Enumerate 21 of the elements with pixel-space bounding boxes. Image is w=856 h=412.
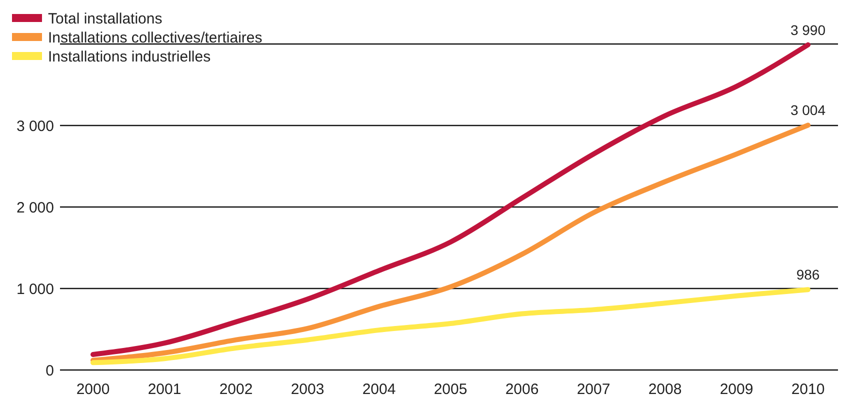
data-label: 3 990 [790, 22, 826, 38]
y-tick-label: 2 000 [16, 199, 54, 216]
legend-label: Installations industrielles [48, 48, 211, 66]
data-label: 986 [796, 266, 820, 283]
x-tick-label: 2004 [362, 381, 396, 398]
y-tick-label: 1 000 [16, 280, 54, 298]
x-tick-label: 2002 [219, 381, 253, 398]
x-tick-label: 2007 [576, 381, 610, 398]
legend-label: Total installations [48, 10, 162, 28]
x-tick-label: 2010 [791, 381, 825, 398]
x-tick-label: 2005 [434, 381, 468, 398]
x-tick-label: 2006 [505, 381, 539, 398]
x-tick-label: 2003 [290, 381, 324, 398]
x-tick-label: 2000 [76, 381, 110, 398]
x-tick-label: 2008 [648, 381, 682, 398]
legend-label: Installations collectives/tertiaires [48, 29, 262, 46]
y-tick-label: 0 [46, 362, 54, 380]
x-tick-label: 2009 [720, 381, 754, 398]
data-label: 3 004 [790, 102, 826, 118]
y-tick-label: 3 000 [16, 118, 54, 135]
x-tick-label: 2001 [148, 381, 182, 398]
